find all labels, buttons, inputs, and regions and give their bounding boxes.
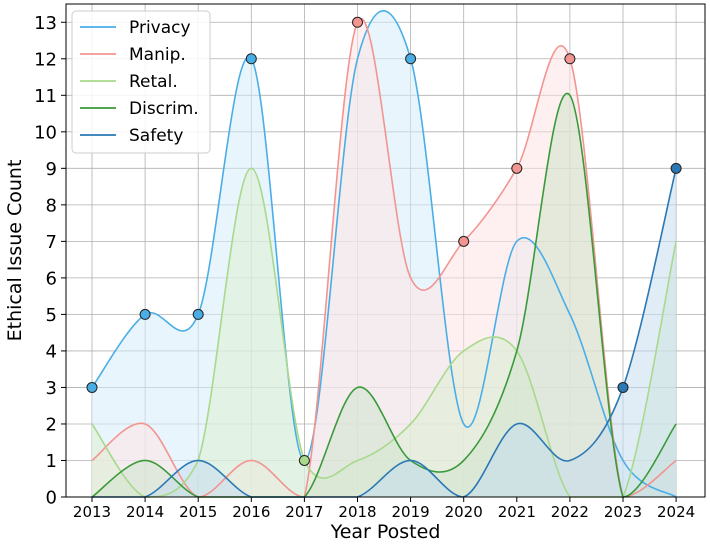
point-manip [564, 53, 576, 65]
legend-label-retal: Retal. [129, 72, 178, 92]
y-tick-label: 5 [46, 305, 57, 326]
y-tick-label: 1 [46, 451, 57, 472]
legend: Privacy Manip. Retal. Discrim. Safety [71, 10, 211, 154]
x-tick-label: 2020 [445, 503, 483, 521]
legend-label-safety: Safety [129, 126, 183, 146]
x-tick-label: 2019 [392, 503, 430, 521]
point-privacy [139, 308, 151, 320]
point-privacy [405, 53, 417, 65]
series-areas [92, 10, 677, 498]
y-tick-label: 10 [34, 122, 57, 143]
y-tick-label: 3 [46, 378, 57, 399]
point-safety [670, 162, 682, 174]
plot-frame [65, 3, 706, 498]
x-axis-title: Year Posted [330, 521, 441, 543]
y-tick-label: 9 [46, 159, 57, 180]
point-privacy [192, 308, 204, 320]
point-privacy [245, 53, 257, 65]
x-tick-label: 2017 [285, 503, 323, 521]
x-tick-label: 2024 [657, 503, 695, 521]
x-tick-label: 2021 [498, 503, 536, 521]
x-tick-label: 2022 [551, 503, 589, 521]
area-safety [92, 168, 677, 498]
line-safety [92, 168, 677, 498]
y-tick-label: 4 [46, 341, 57, 362]
y-tick-label: 2 [46, 414, 57, 435]
legend-label-discrim: Discrim. [129, 99, 199, 119]
y-tick-label: 13 [34, 13, 57, 34]
point-manip [511, 162, 523, 174]
y-tick-label: 11 [34, 86, 57, 107]
line-manip [91, 18, 677, 498]
point-safety [617, 381, 629, 393]
point-manip [458, 235, 470, 247]
x-tick-label: 2014 [126, 503, 164, 521]
point-privacy [86, 381, 98, 393]
x-axis: 2013 2014 2015 2016 2017 2018 2019 2020 2021 2022… [73, 497, 695, 521]
series-markers [86, 16, 682, 466]
x-tick-label: 2016 [232, 503, 270, 521]
point-retal [298, 454, 310, 466]
legend-box [71, 10, 211, 154]
y-axis-title: Ethical Issue Count [4, 160, 26, 342]
y-tick-label: 12 [34, 49, 57, 70]
y-tick-label: 0 [46, 488, 57, 509]
y-tick-label: 7 [46, 232, 57, 253]
point-manip [352, 16, 363, 28]
x-tick-label: 2013 [73, 503, 111, 521]
area-discrim [92, 93, 677, 497]
line-privacy [91, 10, 677, 498]
y-tick-label: 8 [46, 195, 57, 216]
y-tick-label: 6 [46, 268, 57, 289]
legend-label-manip: Manip. [129, 45, 186, 65]
x-tick-label: 2018 [338, 503, 376, 521]
x-tick-label: 2023 [604, 503, 642, 521]
x-tick-label: 2015 [179, 503, 217, 521]
legend-label-privacy: Privacy [129, 18, 191, 38]
